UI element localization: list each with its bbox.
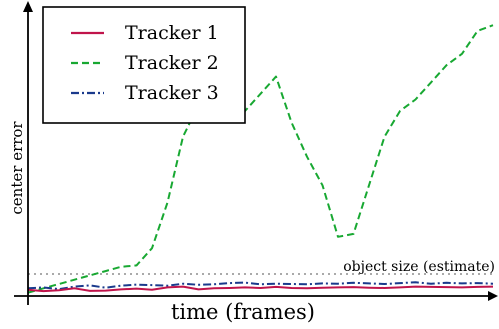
legend: Tracker 1 Tracker 2 Tracker 3 <box>42 6 246 124</box>
series-line-1 <box>27 285 494 293</box>
y-axis-label: center error <box>8 121 26 215</box>
legend-label-2: Tracker 2 <box>125 52 219 74</box>
reference-line-label: object size (estimate) <box>343 259 495 275</box>
series-lines <box>27 24 494 294</box>
x-axis-arrow <box>488 291 498 301</box>
y-axis-arrow <box>23 1 33 12</box>
series-line-2 <box>27 24 494 294</box>
series-line-3 <box>27 281 494 291</box>
legend-box <box>42 6 246 124</box>
x-axis-label: time (frames) <box>171 300 315 324</box>
axes <box>14 1 498 305</box>
legend-label-3: Tracker 3 <box>125 82 219 104</box>
legend-label-1: Tracker 1 <box>125 22 219 44</box>
